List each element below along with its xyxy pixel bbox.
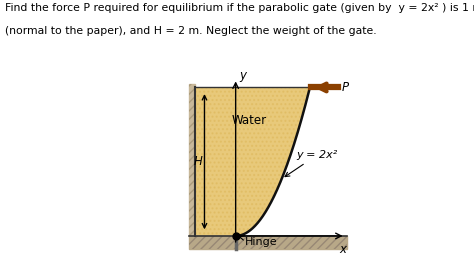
Text: x: x [340,243,347,256]
Text: H: H [194,155,203,168]
Polygon shape [195,87,310,236]
Text: Water: Water [231,114,266,127]
Text: y: y [239,69,246,82]
Text: y = 2x²: y = 2x² [285,150,338,176]
Text: (normal to the paper), and H = 2 m. Neglect the weight of the gate.: (normal to the paper), and H = 2 m. Negl… [5,26,376,37]
Text: P: P [342,81,349,94]
Text: Hinge: Hinge [239,236,277,247]
Polygon shape [189,84,195,236]
Polygon shape [189,236,347,249]
Text: Find the force P required for equilibrium if the parabolic gate (given by  y = 2: Find the force P required for equilibriu… [5,3,474,13]
